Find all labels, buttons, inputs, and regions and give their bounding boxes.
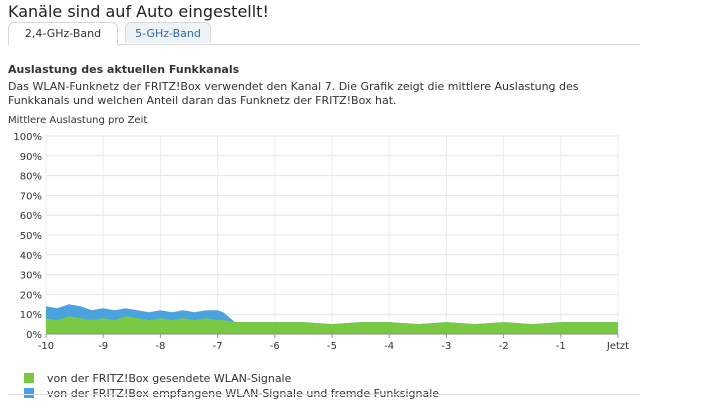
utilization-chart: 0% 10% 20% 30% 40% 50% 60% 70% 80% 90% 100% -10 -9 -8… — [13, 132, 629, 352]
y-tick-label: 60% — [20, 211, 42, 222]
x-tick-label: -8 — [155, 341, 165, 352]
channel-description: Das WLAN-Funknetz der FRITZ!Box verwende… — [8, 80, 579, 107]
y-tick-label: 10% — [20, 310, 42, 321]
page-title: Kanäle sind auf Auto eingestellt! — [8, 2, 269, 21]
y-tick-label: 50% — [20, 231, 42, 242]
y-tick-label: 70% — [20, 191, 42, 202]
y-tick-label: 90% — [20, 152, 42, 163]
x-tick-label: -6 — [270, 341, 280, 352]
y-tick-label: 40% — [20, 251, 42, 262]
chart-areas — [46, 304, 618, 334]
y-tick-label: 30% — [20, 271, 42, 282]
legend-swatch-foreign — [24, 388, 34, 398]
y-tick-label: 0% — [26, 330, 42, 341]
legend-swatch-own — [24, 373, 34, 383]
x-tick-label: -7 — [213, 341, 223, 352]
x-tick-label: Jetzt — [606, 341, 629, 352]
chart-title: Mittlere Auslastung pro Zeit — [8, 115, 148, 126]
x-tick-label: -1 — [556, 341, 566, 352]
tab-5-ghz[interactable]: 5-GHz-Band — [125, 22, 211, 43]
tab-2-4-ghz[interactable]: 2,4-GHz-Band — [8, 22, 118, 45]
chart-axes: 0% 10% 20% 30% 40% 50% 60% 70% 80% 90% 100% -10 -9 -8… — [13, 132, 629, 352]
x-tick-label: -2 — [499, 341, 509, 352]
x-tick-label: -10 — [38, 341, 54, 352]
y-tick-label: 80% — [20, 172, 42, 183]
legend-label-foreign: von der FRITZ!Box empfangene WLAN-Signal… — [47, 387, 440, 400]
band-tabbar: 2,4-GHz-Band 5-GHz-Band — [8, 22, 640, 45]
section-heading: Auslastung des aktuellen Funkkanals — [8, 63, 240, 76]
series-area-own — [46, 316, 618, 334]
x-tick-label: -9 — [98, 341, 108, 352]
legend-label-own: von der FRITZ!Box gesendete WLAN-Signale — [47, 372, 292, 385]
x-tick-label: -4 — [384, 341, 394, 352]
chart-grid — [45, 135, 619, 335]
bottom-divider — [8, 394, 640, 395]
y-tick-label: 20% — [20, 290, 42, 301]
x-tick-label: -3 — [441, 341, 451, 352]
x-tick-label: -5 — [327, 341, 337, 352]
y-tick-label: 100% — [13, 132, 42, 143]
